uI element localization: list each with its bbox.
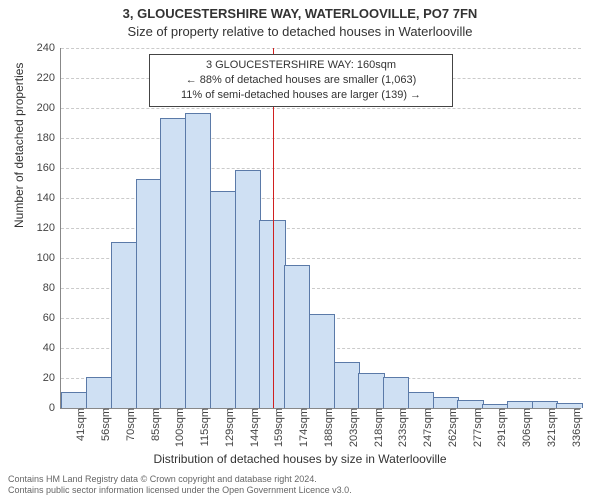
xtick-label: 306sqm — [517, 408, 533, 447]
histogram-bar — [86, 377, 112, 408]
xtick-label: 144sqm — [245, 408, 261, 447]
xtick-label: 336sqm — [567, 408, 583, 447]
ytick-label: 40 — [43, 342, 61, 354]
xtick-label: 115sqm — [195, 408, 211, 446]
chart-container: 3, GLOUCESTERSHIRE WAY, WATERLOOVILLE, P… — [0, 0, 600, 500]
histogram-bar — [334, 362, 360, 408]
histogram-bar — [136, 179, 162, 408]
histogram-bar — [235, 170, 261, 408]
xtick-label: 233sqm — [393, 408, 409, 447]
ytick-label: 0 — [49, 402, 61, 414]
xtick-label: 203sqm — [344, 408, 360, 447]
histogram-bar — [284, 265, 310, 409]
xtick-label: 291sqm — [492, 408, 508, 447]
ytick-label: 200 — [37, 102, 61, 114]
footer-line1: Contains HM Land Registry data © Crown c… — [8, 474, 592, 485]
histogram-bar — [160, 118, 186, 409]
x-axis-title: Distribution of detached houses by size … — [0, 452, 600, 466]
annotation-line3: 11% of semi-detached houses are larger (… — [156, 88, 446, 103]
marker-annotation: 3 GLOUCESTERSHIRE WAY: 160sqm ← 88% of d… — [149, 54, 453, 107]
histogram-bar — [210, 191, 236, 408]
y-axis-title: Number of detached properties — [12, 63, 26, 228]
xtick-label: 174sqm — [294, 408, 310, 447]
histogram-bar — [309, 314, 335, 408]
histogram-bar — [358, 373, 384, 409]
xtick-label: 100sqm — [170, 408, 186, 447]
chart-title-main: 3, GLOUCESTERSHIRE WAY, WATERLOOVILLE, P… — [0, 6, 600, 21]
ytick-label: 180 — [37, 132, 61, 144]
xtick-label: 188sqm — [319, 408, 335, 447]
xtick-label: 41sqm — [71, 408, 87, 441]
footer-attribution: Contains HM Land Registry data © Crown c… — [8, 474, 592, 496]
xtick-label: 218sqm — [369, 408, 385, 447]
ytick-label: 240 — [37, 42, 61, 54]
ytick-label: 80 — [43, 282, 61, 294]
ytick-label: 220 — [37, 72, 61, 84]
xtick-label: 85sqm — [146, 408, 162, 441]
xtick-label: 159sqm — [269, 408, 285, 447]
histogram-bar — [383, 377, 409, 408]
annotation-line2: ← 88% of detached houses are smaller (1,… — [156, 73, 446, 88]
xtick-label: 247sqm — [418, 408, 434, 447]
annotation-line1: 3 GLOUCESTERSHIRE WAY: 160sqm — [156, 58, 446, 73]
xtick-label: 70sqm — [121, 408, 137, 441]
xtick-label: 129sqm — [220, 408, 236, 447]
histogram-bar — [433, 397, 459, 409]
histogram-bar — [185, 113, 211, 408]
ytick-label: 60 — [43, 312, 61, 324]
histogram-bar — [408, 392, 434, 408]
chart-title-sub: Size of property relative to detached ho… — [0, 24, 600, 39]
histogram-bar — [507, 401, 533, 408]
histogram-bar — [457, 400, 483, 409]
histogram-bar — [61, 392, 87, 408]
xtick-label: 321sqm — [542, 408, 558, 447]
ytick-label: 100 — [37, 252, 61, 264]
xtick-label: 262sqm — [443, 408, 459, 447]
xtick-label: 277sqm — [468, 408, 484, 447]
plot-area: 02040608010012014016018020022024041sqm56… — [60, 48, 581, 409]
ytick-label: 20 — [43, 372, 61, 384]
ytick-label: 160 — [37, 162, 61, 174]
ytick-label: 140 — [37, 192, 61, 204]
histogram-bar — [111, 242, 137, 408]
xtick-label: 56sqm — [96, 408, 112, 441]
histogram-bar — [532, 401, 558, 408]
footer-line2: Contains public sector information licen… — [8, 485, 592, 496]
ytick-label: 120 — [37, 222, 61, 234]
